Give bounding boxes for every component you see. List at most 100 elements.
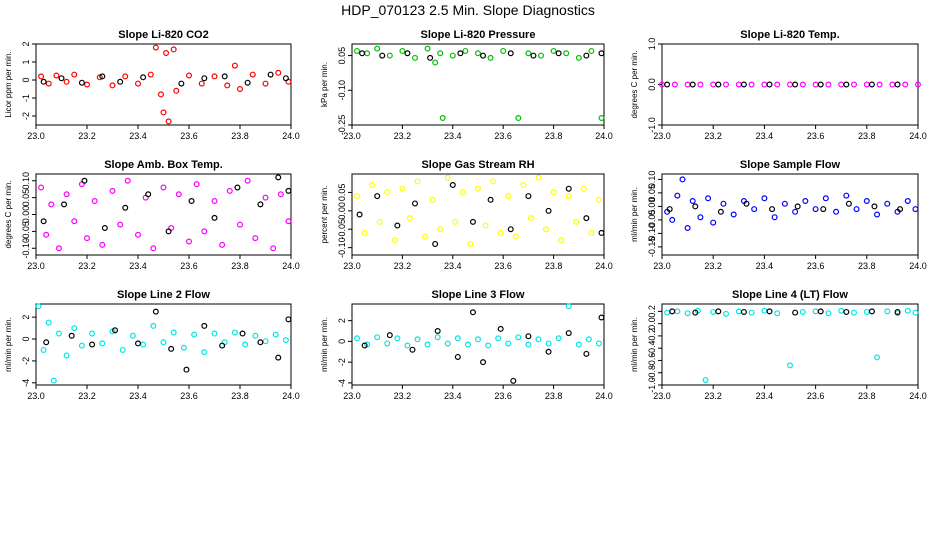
data-point — [573, 218, 580, 225]
x-tick-label: 24.0 — [909, 391, 927, 401]
data-point — [510, 377, 517, 384]
data-point — [786, 81, 793, 88]
data-point — [140, 74, 147, 81]
data-point — [285, 316, 292, 323]
data-point — [374, 45, 381, 52]
data-point — [664, 81, 671, 88]
data-point — [689, 198, 696, 205]
panel-title: Slope Gas Stream RH — [421, 159, 534, 171]
data-point — [160, 109, 167, 116]
data-point — [244, 177, 251, 184]
y-tick-label: 2 — [337, 318, 347, 323]
series-all — [664, 307, 919, 384]
data-point — [825, 310, 832, 317]
panel-title: Slope Line 3 Flow — [432, 289, 525, 301]
data-point — [689, 81, 696, 88]
y-tick-label: 1 — [21, 59, 31, 64]
x-tick-label: 23.6 — [180, 131, 198, 141]
data-point — [424, 341, 431, 348]
panel-title: Slope Li-820 CO2 — [118, 29, 208, 41]
y-tick-label: -0.8 — [647, 365, 657, 381]
data-point — [83, 81, 90, 88]
data-point — [874, 354, 881, 361]
panels-container: Slope Li-820 CO2 23.0 23.2 23.4 23.6 23.8 24.0… — [4, 29, 927, 401]
data-point — [361, 342, 368, 349]
data-point — [191, 331, 198, 338]
data-point — [272, 331, 279, 338]
data-point — [515, 115, 522, 122]
data-point — [669, 216, 676, 223]
panel-press: Slope Li-820 Pressure 23.0 23.2 23.4 23.6 23.… — [320, 29, 613, 141]
x-tick-label: 23.8 — [545, 131, 563, 141]
data-point — [868, 308, 875, 315]
data-point — [822, 195, 829, 202]
data-point — [497, 229, 504, 236]
data-point — [211, 330, 218, 337]
data-point — [277, 191, 284, 198]
data-point — [40, 218, 47, 225]
data-point — [792, 81, 799, 88]
y-tick-label: -0.25 — [337, 115, 347, 136]
data-point — [198, 80, 205, 87]
y-tick-label: -4 — [337, 379, 347, 387]
data-point — [201, 228, 208, 235]
y-tick-label: 0.10 — [647, 171, 657, 189]
x-tick-label: 23.8 — [231, 131, 249, 141]
data-point — [480, 52, 487, 59]
data-point — [820, 206, 827, 213]
data-point — [45, 80, 52, 87]
data-point — [384, 340, 391, 347]
data-point — [774, 310, 781, 317]
data-point — [697, 81, 704, 88]
data-point — [761, 81, 768, 88]
data-point — [150, 245, 157, 252]
data-point — [285, 187, 292, 194]
y-tick-label: -0.05 — [647, 210, 657, 231]
x-tick-label: 23.2 — [704, 131, 722, 141]
data-point — [173, 87, 180, 94]
data-point — [505, 193, 512, 200]
data-point — [262, 80, 269, 87]
data-point — [40, 346, 47, 353]
x-tick-label: 23.8 — [858, 131, 876, 141]
y-tick-label: -2 — [21, 357, 31, 365]
data-point — [112, 327, 119, 334]
data-point — [252, 332, 259, 339]
data-point — [565, 330, 572, 337]
x-tick-label: 23.8 — [545, 391, 563, 401]
plot-frame — [661, 43, 919, 126]
x-tick-label: 24.0 — [595, 391, 613, 401]
data-point — [257, 201, 264, 208]
data-point — [894, 81, 901, 88]
data-point — [45, 319, 52, 326]
x-tick-label: 23.2 — [394, 391, 412, 401]
data-point — [748, 309, 755, 316]
series-all — [354, 303, 602, 349]
data-point — [231, 329, 238, 336]
y-tick-label: 0 — [337, 339, 347, 344]
data-point — [124, 177, 131, 184]
data-point — [406, 215, 413, 222]
x-tick-label: 23.0 — [653, 131, 671, 141]
x-tick-label: 23.8 — [231, 261, 249, 271]
y-tick-label: -0.15 — [647, 237, 657, 258]
data-point — [374, 193, 381, 200]
data-point — [135, 80, 142, 87]
y-tick-label: -0.2 — [647, 328, 657, 344]
data-point — [720, 200, 727, 207]
data-point — [239, 330, 246, 337]
x-tick-label: 23.6 — [180, 391, 198, 401]
data-point — [249, 71, 256, 78]
data-point — [180, 344, 187, 351]
data-point — [437, 226, 444, 233]
x-tick-label: 23.6 — [494, 131, 512, 141]
data-point — [275, 174, 282, 181]
data-point — [459, 189, 466, 196]
data-point — [802, 198, 809, 205]
y-tick-label: -0.10 — [337, 80, 347, 101]
data-point — [78, 342, 85, 349]
data-point — [904, 307, 911, 314]
data-point — [679, 176, 686, 183]
x-tick-label: 23.4 — [756, 131, 774, 141]
data-point — [868, 81, 875, 88]
